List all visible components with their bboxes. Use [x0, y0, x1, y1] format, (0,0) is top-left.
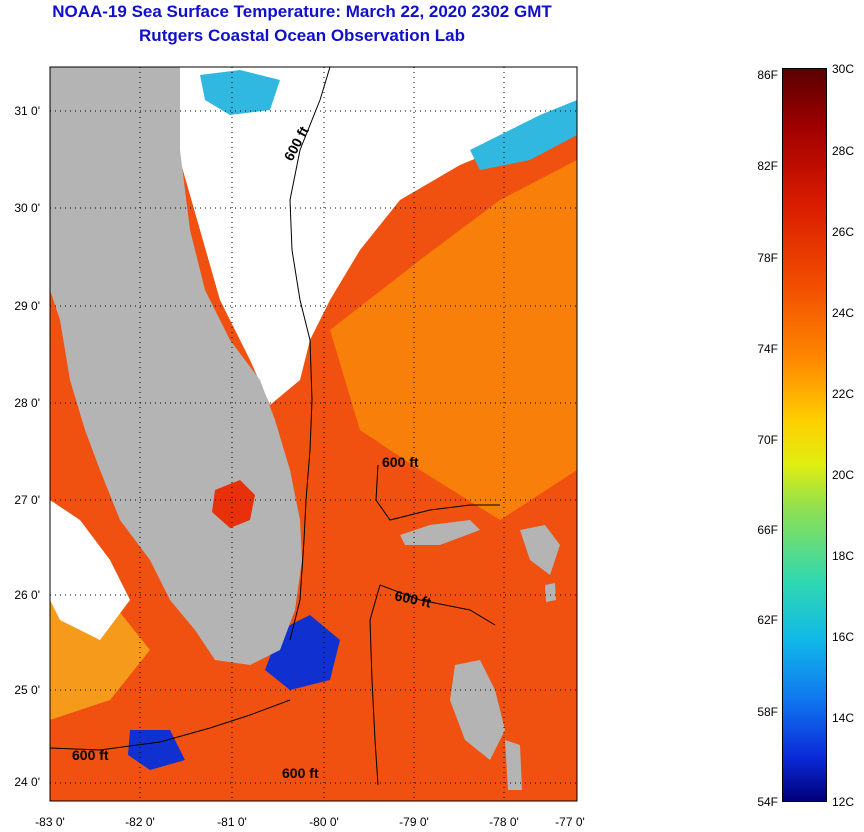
colorbar-label-66f: 66F [757, 523, 778, 537]
bahamas-grand-bahama [400, 520, 480, 545]
lat-label-24: 24 0' [14, 775, 40, 789]
colorbar-label-18c: 18C [832, 549, 855, 563]
lat-label-26: 26 0' [14, 588, 40, 602]
bahamas-east [545, 583, 556, 602]
colorbar-label-16c: 16C [832, 630, 855, 644]
contour-label-straits: 600 ft [282, 765, 319, 781]
colorbar-label-28c: 28C [832, 144, 855, 158]
colorbar-label-62f: 62F [757, 613, 778, 627]
contour-600ft-straits [379, 584, 496, 626]
bahamas-andros [450, 660, 505, 760]
cold-water-southwest [128, 730, 185, 770]
cloud-area-gulf [50, 500, 130, 640]
contour-label-gulf: 600 ft [72, 747, 109, 763]
colorbar-label-30c: 30C [832, 62, 855, 76]
lon-label-81: -81 0' [217, 815, 247, 829]
bahamas-south [505, 740, 522, 790]
contour-600ft-gulf [50, 699, 291, 751]
lon-label-82: -82 0' [125, 815, 155, 829]
lon-label-80: -80 0' [309, 815, 339, 829]
map-subtitle: Rutgers Coastal Ocean Observation Lab [139, 26, 465, 45]
colorbar-label-70f: 70F [757, 433, 778, 447]
bahamas-abaco [520, 525, 560, 575]
colorbar-label-14c: 14C [832, 711, 855, 725]
colorbar-label-74f: 74F [757, 342, 778, 356]
colorbar-label-26c: 26C [832, 225, 855, 239]
lat-label-31: 31 0' [14, 104, 40, 118]
lat-label-25: 25 0' [14, 683, 40, 697]
contour-label-south: 600 ft [393, 587, 432, 610]
lon-label-83: -83 0' [35, 815, 65, 829]
cyan-water-north [200, 70, 280, 115]
contour-600ft-bahamas [375, 464, 500, 521]
lon-label-78: -78 0' [489, 815, 519, 829]
offshore-orange-water [330, 160, 577, 520]
colorbar-label-78f: 78F [757, 251, 778, 265]
temperature-colorbar [782, 68, 827, 802]
colorbar-label-12c: 12C [832, 795, 855, 809]
lon-label-77: -77 0' [555, 815, 585, 829]
contour-600ft-south [369, 584, 381, 786]
lat-label-27: 27 0' [14, 493, 40, 507]
map-frame [49, 66, 578, 802]
lake-okeechobee [212, 480, 255, 528]
contour-label-bahamas: 600 ft [382, 454, 419, 470]
colorbar-label-24c: 24C [832, 306, 855, 320]
lat-label-30: 30 0' [14, 201, 40, 215]
lat-label-28: 28 0' [14, 396, 40, 410]
map-title: NOAA-19 Sea Surface Temperature: March 2… [52, 2, 552, 21]
lon-label-79: -79 0' [399, 815, 429, 829]
colorbar-label-86f: 86F [757, 68, 778, 82]
colorbar-label-22c: 22C [832, 387, 855, 401]
contour-600ft-atlantic [289, 67, 331, 641]
colorbar-label-82f: 82F [757, 159, 778, 173]
colorbar-label-58f: 58F [757, 705, 778, 719]
colorbar-label-54f: 54F [757, 795, 778, 809]
colorbar-label-20c: 20C [832, 468, 855, 482]
cyan-water-edge [470, 100, 577, 170]
lat-label-29: 29 0' [14, 299, 40, 313]
